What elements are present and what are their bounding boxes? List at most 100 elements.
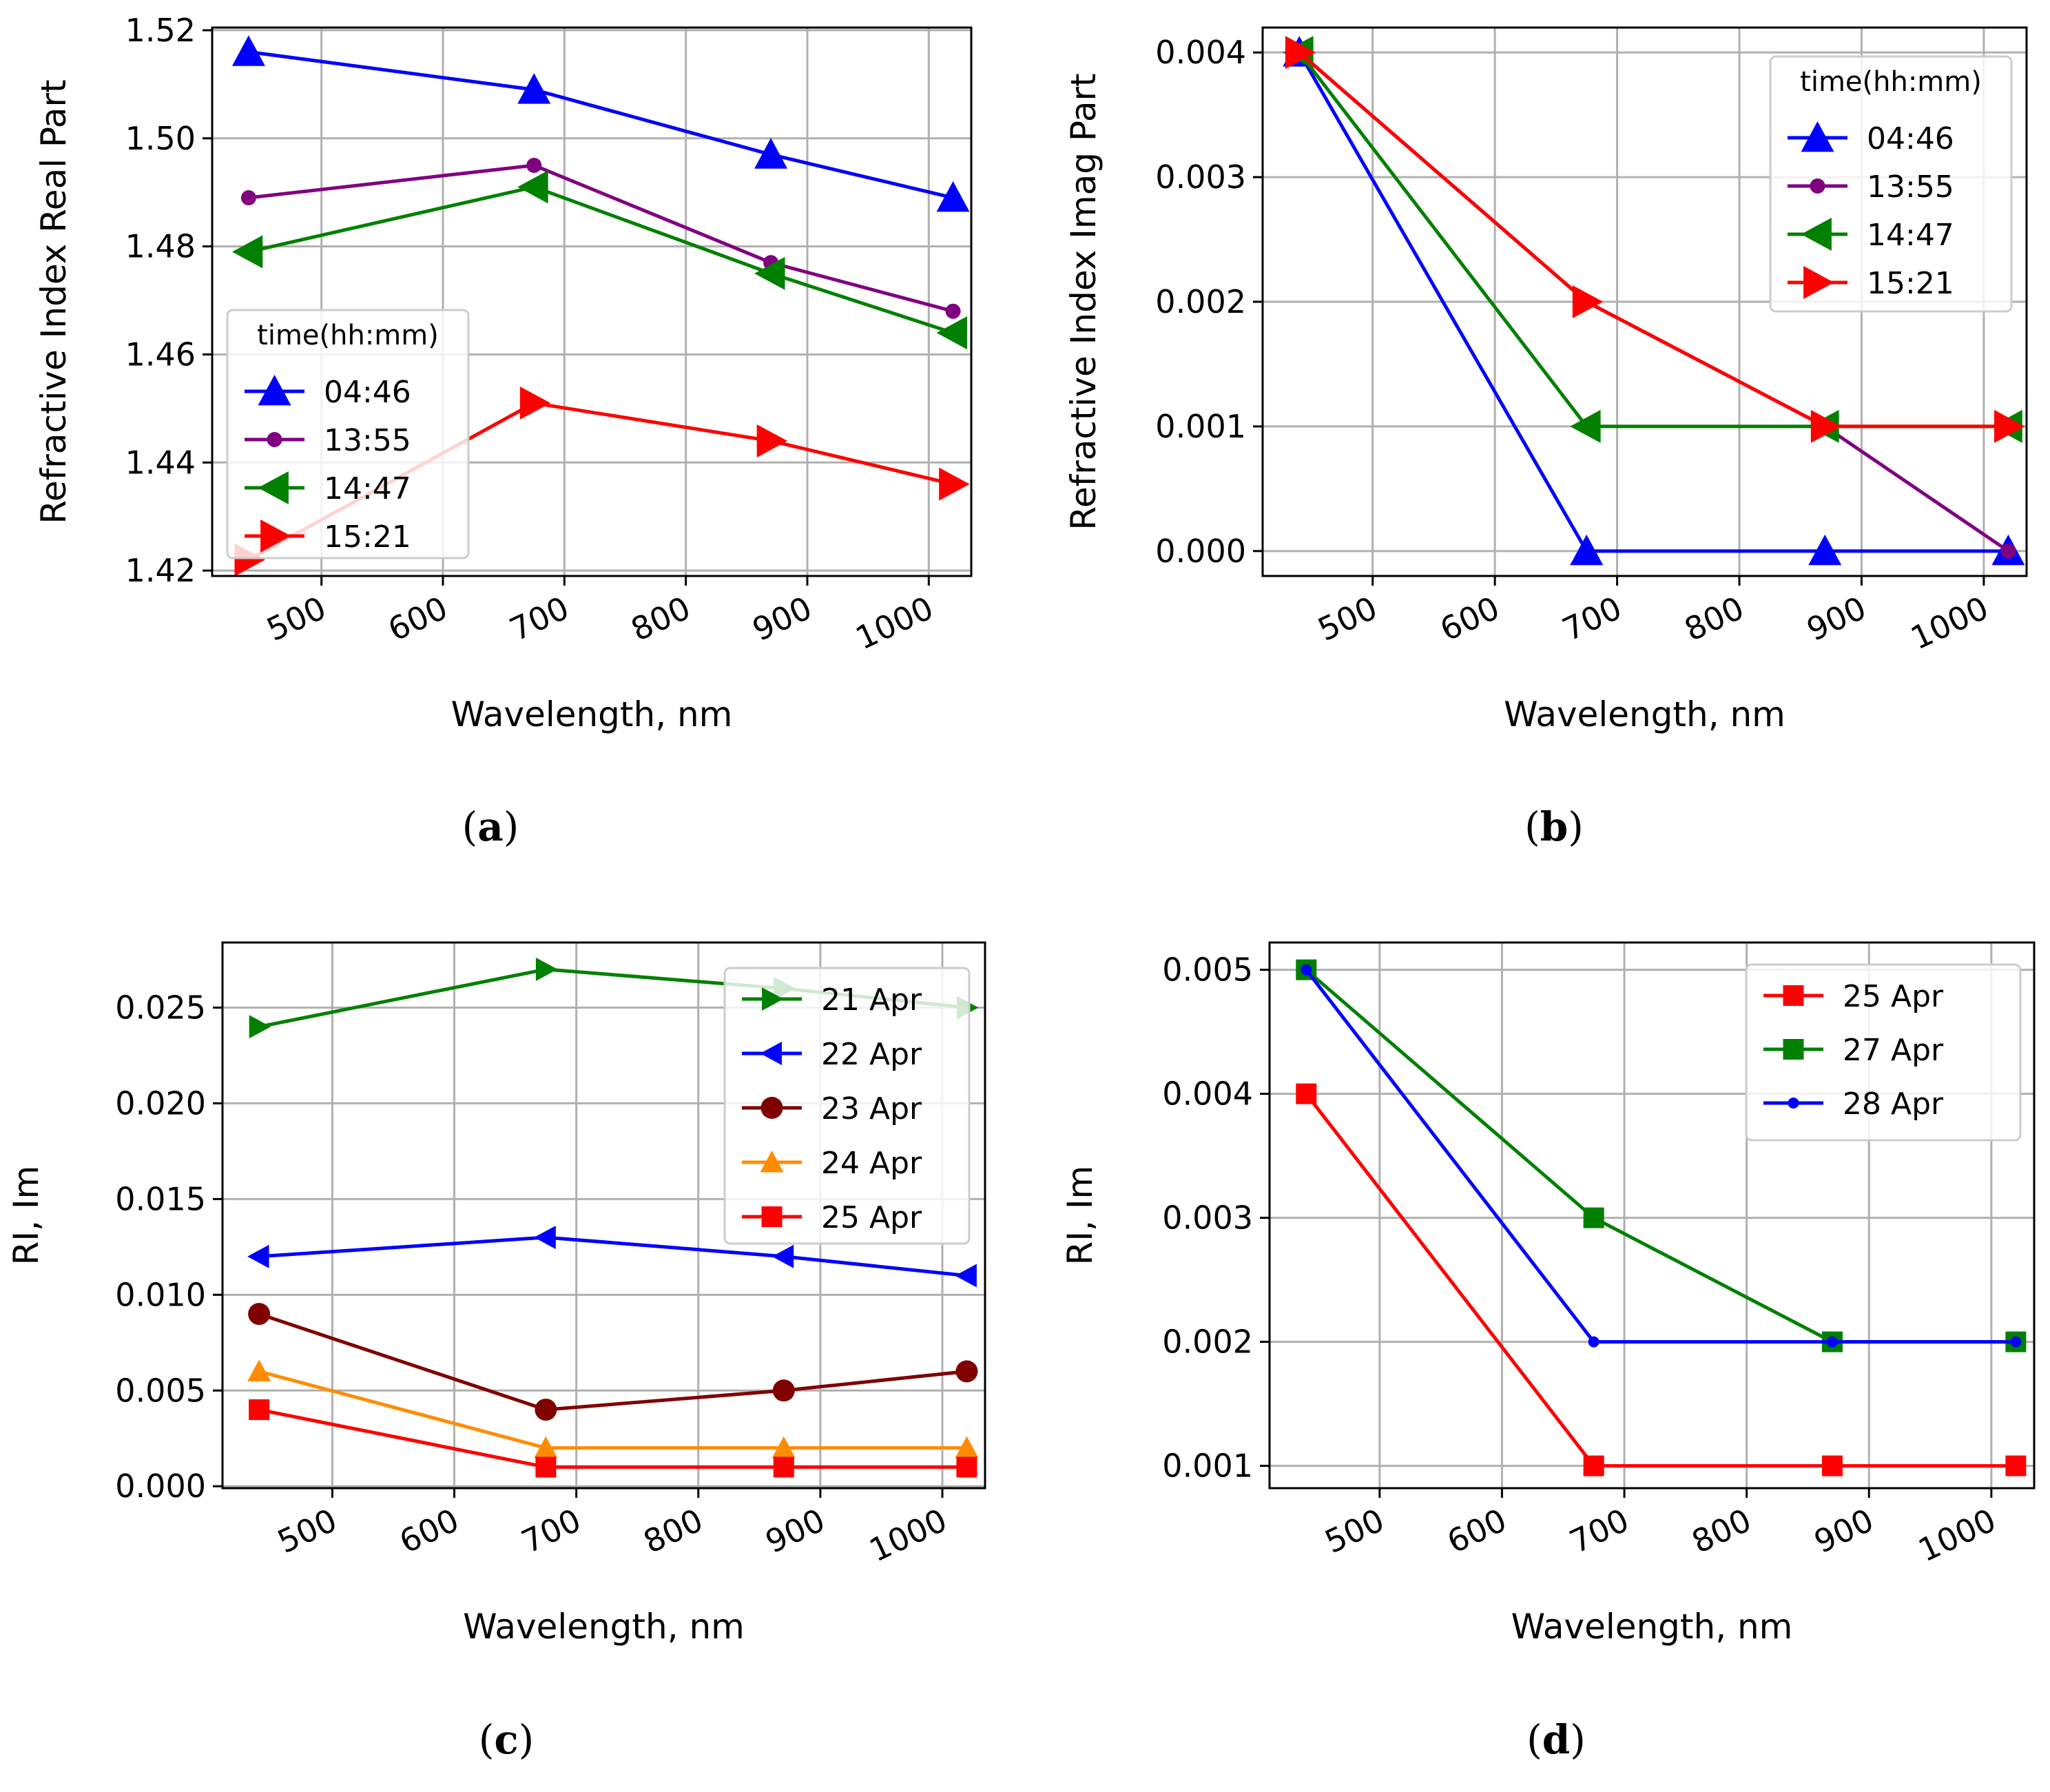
data-point xyxy=(517,170,548,204)
legend-marker xyxy=(760,1042,782,1065)
data-point xyxy=(231,235,263,269)
data-point xyxy=(248,1303,271,1326)
series-line xyxy=(258,1312,967,1412)
x-tick-label: 500 xyxy=(1312,589,1383,648)
legend-box xyxy=(1745,963,2022,1142)
legend-label: 14:47 xyxy=(324,471,411,506)
data-point xyxy=(535,957,558,981)
x-tick-label: 800 xyxy=(638,1501,708,1561)
data-point xyxy=(1570,534,1604,566)
x-tick-label: 800 xyxy=(1679,589,1749,648)
data-point xyxy=(1296,1083,1317,1104)
y-axis-label: Refractive Index Real Part xyxy=(34,79,74,524)
legend-label: 25 Apr xyxy=(1843,979,1944,1014)
y-tick-label: 0.005 xyxy=(1162,951,1253,989)
panel-caption: (c) xyxy=(479,1716,535,1763)
legend-marker xyxy=(1801,121,1834,152)
series-line xyxy=(1305,1093,2016,1468)
series-22-apr xyxy=(247,1225,977,1288)
data-point xyxy=(955,1264,977,1288)
legend-label: 28 Apr xyxy=(1843,1086,1944,1122)
data-point xyxy=(756,424,788,457)
series-line xyxy=(1298,51,2009,553)
legend-item: 22 Apr xyxy=(742,1037,922,1072)
data-point xyxy=(754,138,788,169)
series-25-apr xyxy=(249,1399,977,1478)
x-tick-label: 900 xyxy=(1808,1501,1878,1561)
chart-panel-a: 500 600 700 800 900 1000 1.42 1.44 1.46 1.48 1.50 1… xyxy=(34,12,973,850)
legend-label: 04:46 xyxy=(1867,121,1954,156)
legend-item: 25 Apr xyxy=(1763,979,1944,1014)
legend-label: 04:46 xyxy=(324,375,411,410)
y-tick-label: 1.50 xyxy=(125,120,196,157)
y-tick-label: 0.004 xyxy=(1162,1075,1253,1113)
series-line xyxy=(258,1370,967,1450)
y-tick-label: 0.000 xyxy=(115,1467,206,1505)
data-point xyxy=(1826,1336,1838,1348)
data-point xyxy=(772,1436,796,1459)
data-point xyxy=(2005,1455,2027,1476)
legend-marker xyxy=(1788,1098,1799,1109)
y-tick-label: 1.46 xyxy=(125,336,196,373)
legend-marker xyxy=(762,987,784,1011)
data-point xyxy=(772,1379,795,1402)
x-tick-label: 800 xyxy=(625,589,696,648)
y-tick-label: 0.002 xyxy=(1162,1324,1253,1361)
data-point xyxy=(247,1244,269,1268)
axes-frame xyxy=(221,941,986,1490)
data-point xyxy=(535,1456,557,1478)
legend-marker xyxy=(1801,218,1832,251)
x-tick-label: 700 xyxy=(1557,589,1627,648)
axes-frame xyxy=(1268,941,2036,1490)
y-tick-label: 1.52 xyxy=(125,12,196,49)
data-point xyxy=(1301,964,1312,976)
x-axis-label: Wavelength, nm xyxy=(463,1607,745,1647)
data-point xyxy=(955,1360,978,1383)
legend-marker xyxy=(760,1151,784,1173)
x-tick-label: 1000 xyxy=(864,1501,953,1569)
data-point xyxy=(1588,1336,1599,1348)
legend-item: 21 Apr xyxy=(742,982,922,1018)
data-point xyxy=(939,467,970,501)
legend: 21 Apr 22 Apr 23 Apr 24 Apr 25 Apr xyxy=(723,967,971,1245)
data-point xyxy=(936,181,970,212)
data-point xyxy=(526,157,542,173)
legend-label: 13:55 xyxy=(324,423,411,458)
data-point xyxy=(945,303,961,319)
legend-item: 27 Apr xyxy=(1763,1033,1944,1068)
x-tick-label: 900 xyxy=(1801,589,1872,648)
y-tick-label: 0.002 xyxy=(1155,283,1246,320)
data-point xyxy=(517,73,551,104)
y-tick-label: 0.001 xyxy=(1155,408,1246,445)
data-point xyxy=(2010,1336,2022,1348)
data-point xyxy=(1583,1207,1604,1228)
legend-marker xyxy=(761,1206,783,1227)
data-point xyxy=(1570,409,1601,443)
y-axis-label: Refractive Index Imag Part xyxy=(1064,73,1104,530)
axes-frame xyxy=(211,26,973,577)
legend-title: time(hh:mm) xyxy=(1800,66,1982,98)
x-axis-label: Wavelength, nm xyxy=(1511,1607,1793,1647)
series-25-apr xyxy=(1296,1083,2027,1476)
legend-item: 04:46 xyxy=(245,375,411,410)
series-line xyxy=(258,1408,967,1469)
legend-label: 25 Apr xyxy=(821,1200,922,1235)
legend-item: 15:21 xyxy=(245,519,411,555)
data-point xyxy=(247,1359,271,1381)
legend-label: 15:21 xyxy=(324,519,411,555)
legend-item: 04:46 xyxy=(1788,121,1954,156)
legend-item: 25 Apr xyxy=(742,1200,922,1235)
data-point xyxy=(240,190,256,206)
data-point xyxy=(534,1225,556,1249)
y-axis-label: RI, Im xyxy=(1060,1166,1100,1266)
data-point xyxy=(1821,1455,1843,1476)
legend-marker xyxy=(1783,1039,1804,1060)
x-tick-label: 600 xyxy=(1442,1501,1512,1561)
y-tick-label: 0.000 xyxy=(1155,533,1246,570)
legend: time(hh:mm) 04:46 13:55 14:47 15:21 xyxy=(226,309,470,559)
y-tick-label: 0.005 xyxy=(115,1372,206,1409)
x-tick-label: 1000 xyxy=(1905,589,1994,657)
legend-marker xyxy=(1810,178,1825,194)
legend-item: 13:55 xyxy=(245,423,411,458)
series-line xyxy=(248,163,954,313)
